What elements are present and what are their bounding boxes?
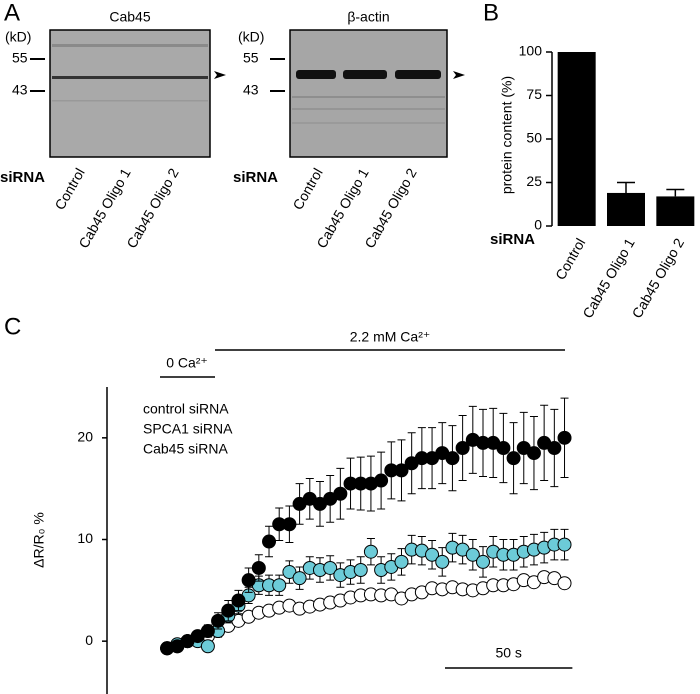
data-point <box>353 563 368 577</box>
data-point <box>262 534 277 549</box>
data-point <box>200 624 215 638</box>
data-point <box>374 473 389 488</box>
data-point <box>394 463 409 478</box>
data-point <box>272 578 287 593</box>
panel-label: A <box>4 0 20 26</box>
bar <box>557 52 596 226</box>
x-tick-label: Cab45 Oligo 2 <box>629 235 688 321</box>
data-point <box>435 554 450 569</box>
annotation: 2.2 mM Ca²⁺ <box>350 329 431 345</box>
data-point <box>200 639 215 654</box>
data-point <box>292 571 307 586</box>
data-point <box>506 451 521 466</box>
y-tick-label: 20 <box>77 429 93 445</box>
y-tick-label: 75 <box>526 86 542 102</box>
y-tick-label: 25 <box>526 173 542 189</box>
lane-label: Control <box>51 165 87 212</box>
data-point <box>251 560 266 575</box>
y-axis-label: ΔR/R₀ % <box>31 512 47 568</box>
y-tick-label: 10 <box>77 530 93 546</box>
legend-entry: SPCA1 siRNA <box>143 421 233 437</box>
blot-title: Cab45 <box>109 9 150 25</box>
data-point <box>231 593 246 608</box>
data-point <box>241 573 256 588</box>
data-point <box>455 441 470 455</box>
data-point <box>557 430 572 445</box>
unit-label: (kD) <box>5 29 31 45</box>
y-tick-label: 50 <box>526 130 542 146</box>
arrow <box>453 71 465 79</box>
marker-label: 43 <box>12 82 28 98</box>
blot-title: β-actin <box>347 9 389 25</box>
data-point <box>526 446 541 461</box>
row-label: siRNA <box>490 231 535 248</box>
y-tick-label: 100 <box>519 43 543 59</box>
lane-label: Cab45 Oligo 2 <box>361 165 420 251</box>
y-tick-label: 0 <box>534 217 542 233</box>
data-point <box>476 554 491 569</box>
marker-label: 43 <box>243 82 259 98</box>
data-point <box>425 547 440 562</box>
data-point <box>221 603 236 618</box>
annotation: 0 Ca²⁺ <box>166 355 208 371</box>
blot-image <box>49 29 211 158</box>
data-point <box>557 537 572 552</box>
data-point <box>445 451 460 466</box>
data-point <box>282 517 297 532</box>
legend-entry: control siRNA <box>143 401 229 417</box>
data-point <box>557 576 572 591</box>
data-point <box>282 565 297 580</box>
arrow <box>214 71 226 79</box>
x-tick-label: Cab45 Oligo 1 <box>579 235 638 321</box>
panel-label: B <box>483 0 499 26</box>
row-label: siRNA <box>0 169 45 186</box>
scale-bar-label: 50 s <box>495 645 521 661</box>
x-tick-label: Control <box>552 235 588 282</box>
bar <box>656 196 695 226</box>
data-point <box>211 613 226 628</box>
y-tick-label: 0 <box>85 632 93 648</box>
data-point <box>394 554 409 569</box>
lane-label: Control <box>289 165 325 212</box>
bar <box>607 192 645 226</box>
blot-image <box>289 29 448 158</box>
data-point <box>496 441 511 455</box>
y-axis-label: protein content (%) <box>499 76 515 194</box>
error-bar <box>666 188 685 197</box>
unit-label: (kD) <box>238 29 264 45</box>
data-point <box>547 441 562 455</box>
lane-label: Cab45 Oligo 2 <box>123 165 182 251</box>
row-label: siRNA <box>233 169 278 186</box>
marker-label: 55 <box>12 50 28 66</box>
data-point <box>333 486 348 501</box>
marker-label: 55 <box>243 50 259 66</box>
data-point <box>465 547 480 562</box>
data-point <box>323 560 338 575</box>
data-point <box>363 544 378 559</box>
legend-entry: Cab45 siRNA <box>143 441 228 457</box>
error-bar <box>617 181 635 193</box>
panel-label: C <box>4 313 21 340</box>
